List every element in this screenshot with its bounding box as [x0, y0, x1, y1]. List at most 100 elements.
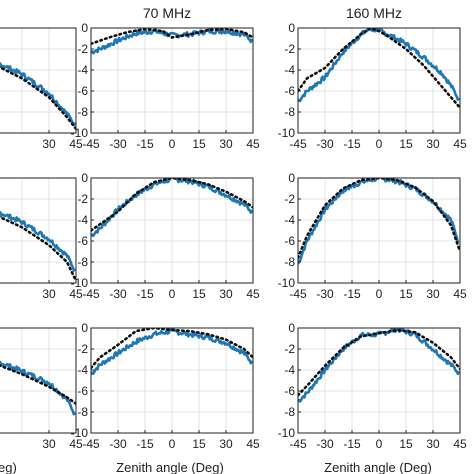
y-tick-label: -2 [77, 42, 88, 56]
x-tick-label: 30 [42, 137, 56, 151]
y-tick-label: -4 [284, 63, 295, 77]
y-tick-label: -2 [77, 192, 88, 206]
model-pattern-dotted-line [0, 215, 76, 283]
y-tick-label: -4 [284, 363, 295, 377]
x-tick-label: 15 [399, 437, 413, 451]
x-tick-label: 30 [42, 437, 56, 451]
model-pattern-dotted-line [91, 28, 253, 46]
y-tick-label: -6 [284, 234, 295, 248]
x-tick-label: 45 [69, 437, 83, 451]
y-tick-label: -6 [77, 234, 88, 248]
chart-panel-r3-c3: -45 -30 -15 0 15 30 45 0 -2 -4 -6 -8 -10 [278, 321, 467, 451]
y-tick-label: 0 [288, 171, 295, 185]
y-tick-label: 0 [81, 21, 88, 35]
x-tick-label: 15 [192, 287, 206, 301]
y-tick-label: -6 [77, 84, 88, 98]
measured-pattern-line [91, 178, 253, 238]
x-axis-label-right: Zenith angle (Deg) [324, 460, 432, 474]
x-tick-label: 30 [426, 287, 440, 301]
chart-panel-r1-c2: -45 -30 -15 0 15 30 45 0 -2 -4 -6 -8 -10 [71, 21, 260, 151]
x-tick-label: 45 [69, 287, 83, 301]
y-tick-label: -2 [284, 192, 295, 206]
x-tick-label: 0 [376, 287, 383, 301]
y-tick-label: -10 [278, 126, 296, 140]
measured-pattern-line [298, 28, 460, 103]
y-tick-label: -8 [77, 255, 88, 269]
x-tick-label: -30 [316, 137, 334, 151]
x-tick-label: -45 [289, 287, 307, 301]
measured-pattern-line [298, 178, 460, 265]
model-pattern-dotted-line [91, 178, 253, 232]
measured-pattern-line [0, 61, 76, 127]
y-tick-label: -2 [77, 342, 88, 356]
x-tick-label: 0 [169, 287, 176, 301]
y-tick-label: 0 [81, 321, 88, 335]
x-tick-label: 45 [453, 287, 467, 301]
x-tick-label: -15 [136, 437, 154, 451]
x-tick-label: -45 [82, 287, 100, 301]
x-tick-label: -15 [136, 137, 154, 151]
y-tick-label: -6 [284, 84, 295, 98]
y-tick-label: -6 [284, 384, 295, 398]
y-tick-label: -10 [71, 126, 89, 140]
model-pattern-dotted-line [298, 28, 460, 110]
x-tick-label: 30 [219, 137, 233, 151]
x-tick-label: -30 [109, 137, 127, 151]
column-title-160mhz: 160 MHz [346, 5, 402, 21]
x-axis-label-partial: eg) [0, 460, 17, 474]
chart-panel-r2-c2: -45 -30 -15 0 15 30 45 0 -2 -4 -6 -8 -10 [71, 171, 260, 301]
x-tick-label: 0 [169, 437, 176, 451]
x-tick-label: 45 [69, 137, 83, 151]
x-tick-label: 15 [399, 137, 413, 151]
x-tick-label: -15 [343, 287, 361, 301]
x-tick-label: 15 [192, 137, 206, 151]
x-tick-label: -15 [136, 287, 154, 301]
model-pattern-dotted-line [0, 65, 76, 131]
x-tick-label: -45 [82, 437, 100, 451]
y-tick-label: -8 [284, 105, 295, 119]
y-tick-label: -8 [77, 105, 88, 119]
y-tick-label: -10 [71, 426, 89, 440]
x-tick-label: 15 [192, 437, 206, 451]
x-tick-label: 45 [246, 287, 260, 301]
measured-pattern-line [91, 328, 253, 376]
model-pattern-dotted-line [298, 328, 460, 397]
plot-frame [0, 177, 77, 284]
x-tick-label: 30 [42, 287, 56, 301]
x-tick-label: 45 [246, 437, 260, 451]
measured-pattern-line [298, 328, 460, 403]
y-tick-label: -2 [284, 342, 295, 356]
y-tick-label: 0 [288, 321, 295, 335]
chart-panel-r1-c3: -45 -30 -15 0 15 30 45 0 -2 -4 -6 -8 -10 [278, 21, 467, 151]
x-tick-label: 45 [246, 137, 260, 151]
x-tick-label: 45 [453, 137, 467, 151]
measured-pattern-line [91, 28, 253, 55]
x-tick-label: 45 [453, 437, 467, 451]
x-tick-label: 0 [169, 137, 176, 151]
plot-frame [0, 327, 77, 434]
x-tick-label: -30 [316, 437, 334, 451]
x-tick-label: -45 [82, 137, 100, 151]
x-tick-label: 30 [426, 137, 440, 151]
y-tick-label: -8 [284, 405, 295, 419]
x-tick-label: -45 [289, 437, 307, 451]
x-axis-label-middle: Zenith angle (Deg) [116, 460, 224, 474]
y-tick-label: -10 [278, 426, 296, 440]
chart-panel-r2-c3: -45 -30 -15 0 15 30 45 0 -2 -4 -6 -8 -10 [278, 171, 467, 301]
measured-pattern-line [0, 210, 76, 272]
chart-panel-r2-c1-partial: 30 45 [0, 177, 83, 301]
y-tick-label: -2 [284, 42, 295, 56]
column-title-70mhz: 70 MHz [143, 5, 191, 21]
x-tick-label: -45 [289, 137, 307, 151]
y-tick-label: 0 [81, 171, 88, 185]
x-tick-label: -15 [343, 137, 361, 151]
x-tick-label: -15 [343, 437, 361, 451]
y-tick-label: -4 [77, 213, 88, 227]
y-tick-label: -10 [278, 276, 296, 290]
y-tick-label: -8 [77, 405, 88, 419]
y-tick-label: -4 [77, 63, 88, 77]
y-tick-label: -4 [284, 213, 295, 227]
plot-frame [0, 27, 77, 134]
chart-panel-r3-c1-partial: 30 45 [0, 327, 83, 451]
